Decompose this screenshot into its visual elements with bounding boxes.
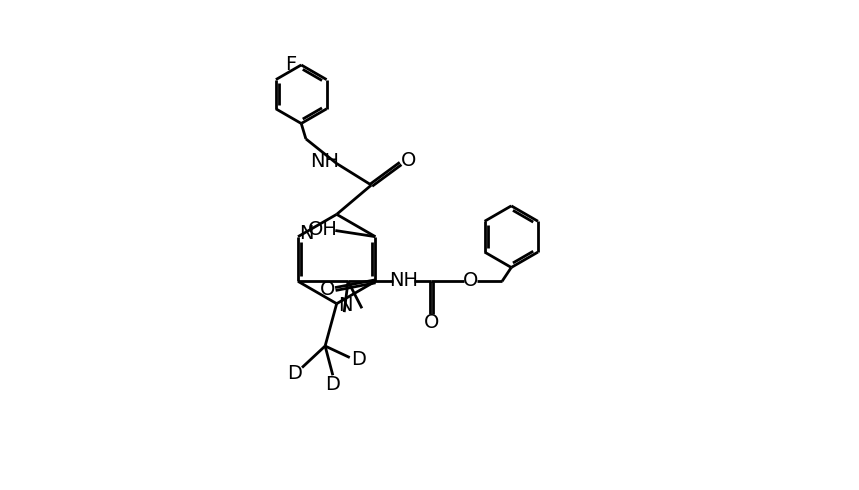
Text: D: D bbox=[351, 349, 367, 368]
Text: D: D bbox=[326, 375, 340, 394]
Text: OH: OH bbox=[308, 220, 338, 239]
Text: NH: NH bbox=[389, 271, 418, 290]
Text: NH: NH bbox=[310, 152, 338, 171]
Text: N: N bbox=[338, 296, 352, 316]
Text: O: O bbox=[463, 271, 478, 290]
Text: N: N bbox=[299, 224, 314, 243]
Text: O: O bbox=[400, 151, 416, 170]
Text: O: O bbox=[320, 279, 335, 298]
Text: F: F bbox=[285, 55, 296, 74]
Text: O: O bbox=[423, 313, 439, 332]
Text: D: D bbox=[287, 364, 302, 383]
